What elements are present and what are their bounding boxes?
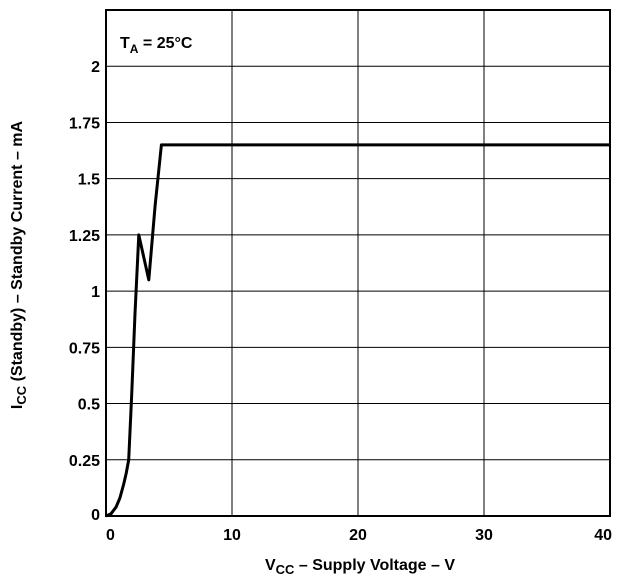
y-axis-label: ICC (Standby) – Standby Current – mA [9, 120, 29, 409]
annotation-main: T [120, 35, 130, 52]
series-layer [105, 143, 610, 518]
x-tick-label: 20 [349, 527, 367, 544]
y-tick-label: 1.5 [78, 172, 100, 189]
plot-frame [105, 9, 611, 517]
x-axis-label-subscript: CC [276, 562, 295, 577]
temperature-annotation: TA = 25°C [120, 35, 193, 56]
x-tick-label: 30 [475, 527, 493, 544]
annotation-subscript: A [130, 42, 139, 56]
y-tick-label: 0 [91, 507, 100, 524]
y-tick-labels: 0 0.25 0.5 0.75 1 1.25 1.5 1.75 2 [69, 59, 100, 524]
x-axis-label: VCC – Supply Voltage – V [265, 557, 455, 577]
grid [106, 10, 610, 516]
y-axis-label-rest: (Standby) – Standby Current – mA [9, 120, 26, 385]
y-tick-label: 1.75 [69, 115, 100, 132]
annotation-rest: = 25°C [138, 35, 192, 52]
y-axis-label-subscript: CC [14, 385, 29, 404]
x-tick-labels: 0 10 20 30 40 [106, 527, 612, 544]
y-tick-label: 1.25 [69, 228, 100, 245]
x-axis-label-rest: – Supply Voltage – V [294, 557, 455, 574]
standby-current-line [105, 143, 610, 518]
y-tick-label: 0.75 [69, 340, 100, 357]
y-tick-label: 0.25 [69, 453, 100, 470]
y-tick-label: 1 [91, 284, 100, 301]
y-tick-label: 0.5 [78, 397, 100, 414]
x-tick-label: 10 [223, 527, 241, 544]
x-tick-label: 40 [594, 527, 612, 544]
y-axis-label-main: I [9, 405, 26, 409]
x-tick-label: 0 [106, 527, 115, 544]
y-tick-label: 2 [91, 59, 100, 76]
x-axis-label-main: V [265, 557, 276, 574]
